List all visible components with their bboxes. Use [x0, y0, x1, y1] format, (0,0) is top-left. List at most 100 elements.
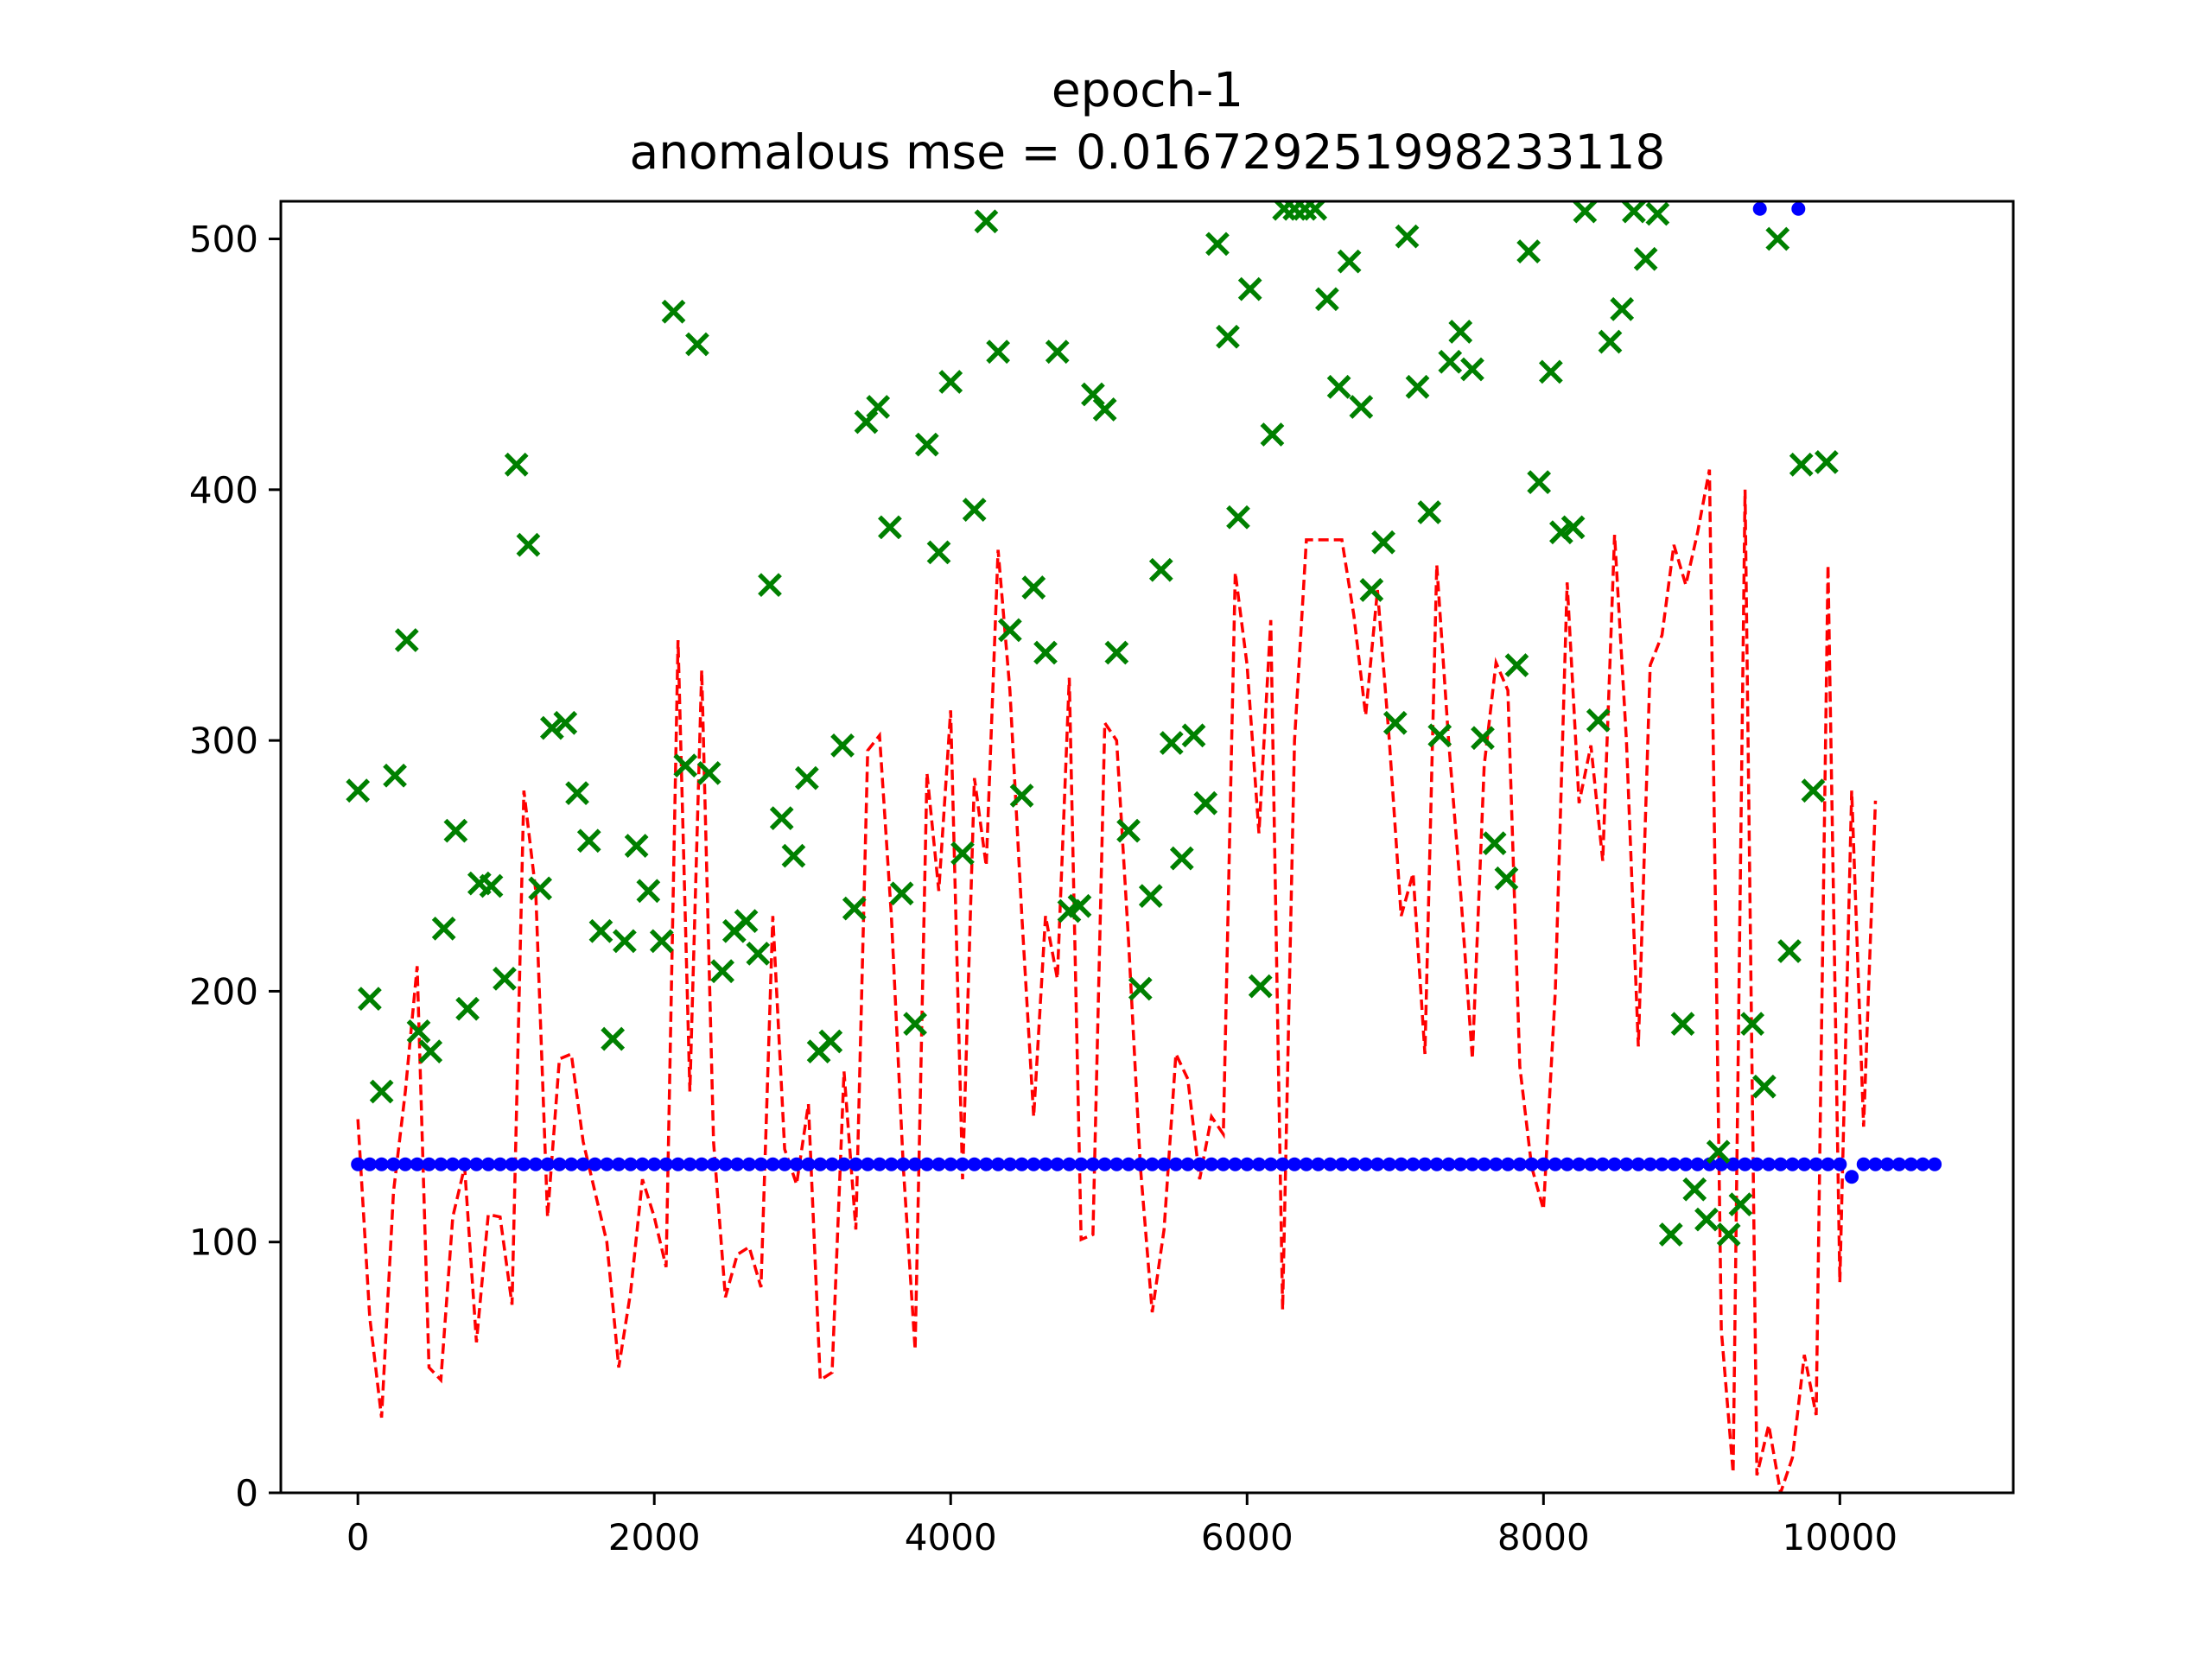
data-point-cross	[1694, 1207, 1719, 1232]
data-point-dot	[1429, 1157, 1444, 1171]
data-point-dot	[1205, 1157, 1219, 1171]
data-point-dot	[1180, 1157, 1195, 1171]
data-point-dot	[861, 1157, 875, 1171]
x-tick-label: 0	[346, 1516, 370, 1558]
data-point-dot	[718, 1157, 733, 1171]
data-point-cross	[1645, 201, 1670, 226]
data-point-cross	[746, 941, 771, 966]
data-point-dot	[1678, 1157, 1693, 1171]
data-point-dot	[1039, 1157, 1053, 1171]
data-point-cross	[1482, 831, 1507, 856]
data-point-dot	[398, 1157, 413, 1171]
data-point-cross	[1021, 575, 1046, 600]
data-point-cross	[1427, 723, 1452, 748]
data-point-dot	[1512, 1157, 1527, 1171]
data-point-cross	[1586, 708, 1611, 733]
data-point-dot	[434, 1157, 448, 1171]
data-point-cross	[649, 929, 674, 954]
data-point-dot	[671, 1157, 685, 1171]
data-point-dot	[600, 1157, 614, 1171]
data-point-dot	[1287, 1157, 1302, 1171]
data-point-cross	[455, 996, 480, 1021]
data-point-dot	[1821, 1157, 1835, 1171]
data-point-dot	[1062, 1157, 1077, 1171]
x-tick-label: 4000	[905, 1516, 997, 1558]
data-point-dot	[1216, 1157, 1230, 1171]
plot-frame	[279, 200, 2015, 1495]
data-point-cross	[588, 918, 613, 943]
data-point-cross	[673, 753, 698, 778]
data-point-dot	[493, 1157, 507, 1171]
data-point-dot	[1050, 1157, 1065, 1171]
data-point-dot	[1002, 1157, 1017, 1171]
data-point-cross	[889, 881, 914, 906]
data-point-dot	[1916, 1157, 1930, 1171]
data-point-dot	[1536, 1157, 1551, 1171]
data-point-dot	[1346, 1157, 1361, 1171]
data-point-cross	[1104, 640, 1129, 665]
data-point-dot	[825, 1157, 840, 1171]
data-point-dot	[1572, 1157, 1586, 1171]
data-point-cross	[1205, 232, 1230, 257]
data-point-cross	[504, 452, 529, 477]
data-point-cross	[830, 733, 855, 758]
data-point-cross	[1777, 939, 1802, 963]
data-point-dot	[955, 1157, 969, 1171]
data-point-dot	[872, 1157, 887, 1171]
data-point-dot	[1323, 1157, 1338, 1171]
data-point-cross	[1789, 452, 1814, 477]
data-point-cross	[1315, 287, 1339, 312]
data-point-cross	[479, 873, 504, 898]
data-point-dot	[1619, 1157, 1634, 1171]
data-point-cross	[769, 806, 794, 831]
x-tick-label: 10000	[1783, 1516, 1898, 1558]
data-point-dot	[1358, 1157, 1373, 1171]
data-point-dot	[741, 1157, 756, 1171]
data-point-dot	[1702, 1157, 1717, 1171]
data-point-dot	[1891, 1157, 1906, 1171]
data-point-dot	[612, 1157, 626, 1171]
data-point-cross	[1248, 974, 1273, 999]
data-point-dot	[801, 1157, 816, 1171]
data-point-dot	[481, 1157, 496, 1171]
data-point-dot	[1667, 1157, 1681, 1171]
data-point-dot	[1560, 1157, 1574, 1171]
data-point-cross	[601, 1026, 626, 1051]
data-point-dot	[1145, 1157, 1160, 1171]
data-point-dot	[422, 1157, 436, 1171]
data-point-cross	[1633, 246, 1658, 271]
data-point-dot	[410, 1157, 424, 1171]
data-point-cross	[576, 828, 601, 854]
data-point-dot	[896, 1157, 911, 1171]
data-point-dot	[1690, 1157, 1705, 1171]
data-point-cross	[1538, 359, 1563, 384]
data-point-dot	[635, 1157, 650, 1171]
data-point-dot	[1655, 1157, 1669, 1171]
y-tick-label: 100	[189, 1222, 258, 1264]
series-blue-dots	[351, 201, 1942, 1184]
data-point-cross	[553, 710, 578, 735]
data-point-dot	[1192, 1157, 1207, 1171]
data-point-dot	[469, 1157, 484, 1171]
data-point-dot	[967, 1157, 982, 1171]
data-point-dot	[505, 1157, 519, 1171]
data-point-cross	[1740, 1012, 1765, 1037]
data-point-cross	[696, 760, 721, 785]
data-point-cross	[794, 765, 819, 790]
data-point-dot	[1228, 1157, 1243, 1171]
data-point-cross	[1548, 520, 1573, 545]
data-point-cross	[1448, 320, 1473, 344]
data-point-dot	[1501, 1157, 1516, 1171]
data-point-dot	[1584, 1157, 1599, 1171]
data-point-cross	[636, 879, 661, 904]
data-point-cross	[383, 763, 407, 788]
data-point-cross	[1371, 530, 1395, 555]
data-point-dot	[836, 1157, 851, 1171]
data-point-dot	[1240, 1157, 1255, 1171]
data-point-dot	[884, 1157, 899, 1171]
data-point-cross	[685, 332, 709, 357]
data-point-dot	[1785, 1157, 1800, 1171]
data-point-cross	[358, 987, 382, 1012]
data-point-cross	[624, 834, 649, 858]
data-point-cross	[1598, 329, 1623, 354]
